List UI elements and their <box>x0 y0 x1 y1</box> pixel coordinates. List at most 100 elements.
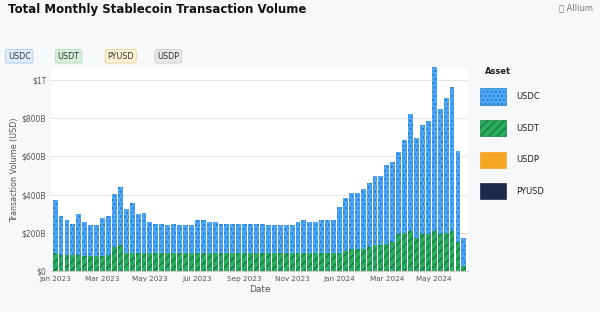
Bar <box>379 176 383 246</box>
Bar <box>420 125 425 235</box>
Bar <box>177 225 182 253</box>
Bar <box>349 193 354 249</box>
Bar <box>242 253 247 271</box>
Bar <box>189 253 194 271</box>
Y-axis label: Transaction Volume (USD): Transaction Volume (USD) <box>10 117 19 222</box>
Bar <box>224 253 229 271</box>
Bar <box>248 253 253 271</box>
Bar <box>254 253 259 271</box>
Bar <box>112 247 117 271</box>
Text: USDP: USDP <box>516 155 539 164</box>
Bar <box>461 266 466 271</box>
Bar <box>313 222 318 253</box>
Bar <box>373 246 377 271</box>
Bar <box>142 212 146 253</box>
Bar <box>70 223 76 255</box>
Bar <box>367 183 371 247</box>
Bar <box>218 253 223 271</box>
Bar <box>343 198 348 251</box>
Text: Asset: Asset <box>485 67 511 76</box>
Bar <box>449 87 454 231</box>
FancyBboxPatch shape <box>480 88 506 105</box>
Bar <box>455 151 460 242</box>
Bar <box>391 162 395 242</box>
Bar <box>248 223 253 253</box>
Bar <box>455 242 460 271</box>
Bar <box>183 225 188 253</box>
Bar <box>177 253 182 271</box>
Bar <box>361 189 365 249</box>
Bar <box>189 225 194 253</box>
Bar <box>272 225 277 253</box>
Bar <box>207 222 212 253</box>
Bar <box>53 200 58 253</box>
Bar <box>438 109 443 235</box>
Bar <box>367 247 371 271</box>
Bar <box>396 152 401 235</box>
Bar <box>88 256 93 271</box>
X-axis label: Date: Date <box>248 285 271 294</box>
Text: Total Monthly Stablecoin Transaction Volume: Total Monthly Stablecoin Transaction Vol… <box>8 3 306 17</box>
Bar <box>100 218 105 256</box>
Bar <box>355 249 359 271</box>
Bar <box>349 249 354 271</box>
Bar <box>379 246 383 271</box>
Bar <box>278 253 283 271</box>
Bar <box>290 225 295 253</box>
Text: PYUSD: PYUSD <box>107 52 134 61</box>
Bar <box>100 256 105 271</box>
Bar <box>331 220 336 253</box>
Bar <box>449 231 454 271</box>
Bar <box>212 222 218 253</box>
Bar <box>373 176 377 246</box>
Text: USDC: USDC <box>8 52 31 61</box>
Bar <box>165 253 170 271</box>
Bar <box>325 253 330 271</box>
Bar <box>148 222 152 253</box>
Bar <box>230 223 235 253</box>
Bar <box>94 256 99 271</box>
Bar <box>70 255 76 271</box>
Bar <box>396 235 401 271</box>
Bar <box>266 225 271 253</box>
Bar <box>337 253 342 271</box>
Bar <box>118 187 123 246</box>
Bar <box>65 220 70 255</box>
Bar <box>260 223 265 253</box>
Bar <box>361 249 365 271</box>
Bar <box>272 253 277 271</box>
Bar <box>260 253 265 271</box>
Bar <box>94 225 99 256</box>
Text: USDC: USDC <box>516 92 540 101</box>
Bar <box>355 193 359 249</box>
Bar <box>319 253 324 271</box>
Bar <box>337 207 342 253</box>
Bar <box>236 253 241 271</box>
Bar <box>420 235 425 271</box>
Bar <box>88 225 93 256</box>
Bar <box>301 220 307 253</box>
Bar <box>224 223 229 253</box>
Bar <box>142 253 146 271</box>
Bar <box>307 253 312 271</box>
Bar <box>195 220 200 253</box>
Bar <box>130 253 134 271</box>
Bar <box>391 242 395 271</box>
Bar <box>112 194 117 247</box>
Bar <box>432 231 437 271</box>
Bar <box>278 225 283 253</box>
Bar <box>438 235 443 271</box>
Bar <box>426 235 431 271</box>
Bar <box>296 222 301 253</box>
Bar <box>118 246 123 271</box>
Bar <box>59 255 64 271</box>
Bar <box>201 253 206 271</box>
Bar <box>65 255 70 271</box>
FancyBboxPatch shape <box>480 120 506 136</box>
Bar <box>171 223 176 253</box>
Bar <box>212 253 218 271</box>
Bar <box>319 220 324 253</box>
Bar <box>432 61 437 231</box>
Bar <box>296 253 301 271</box>
Bar <box>154 223 158 253</box>
